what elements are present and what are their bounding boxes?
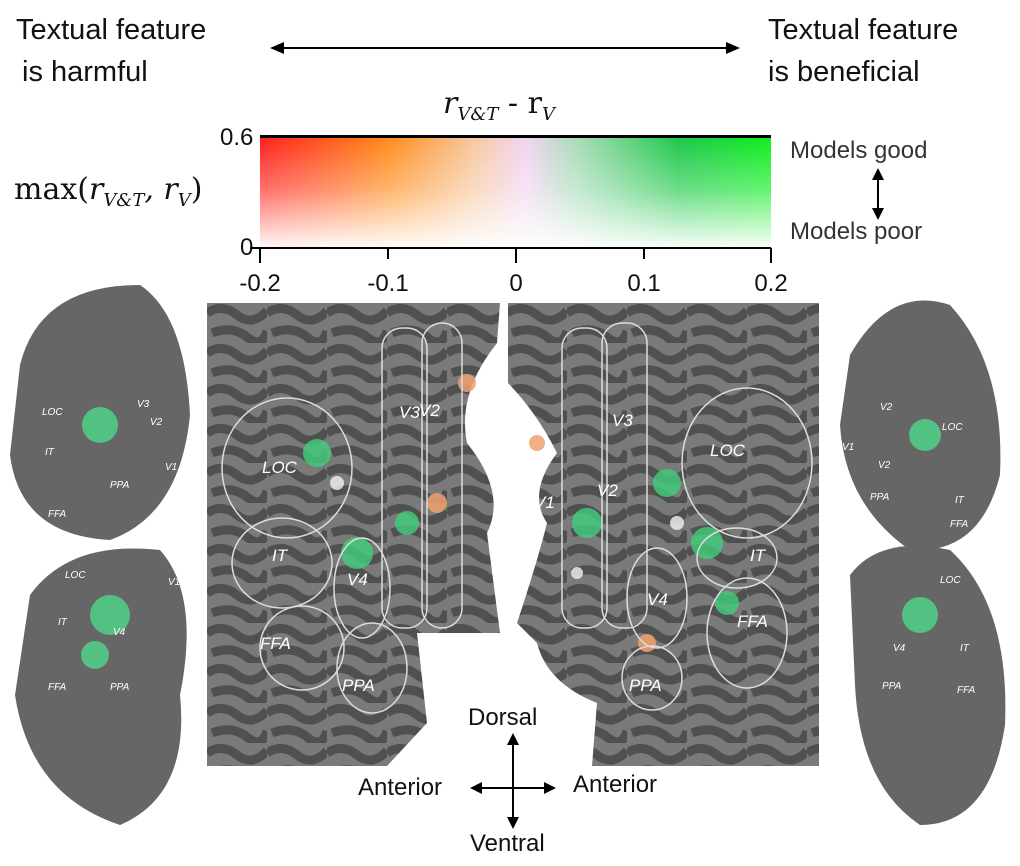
- rb-V1: V1: [842, 563, 854, 574]
- roi-left-LOC: LOC: [262, 458, 298, 477]
- roi-right-LOC: LOC: [710, 441, 746, 460]
- beneficial-label-line2: is beneficial: [768, 56, 920, 88]
- rt-LOC: LOC: [942, 422, 963, 433]
- lb-V3: V3: [148, 541, 161, 552]
- lb-V4: V4: [113, 627, 126, 638]
- double-arrow-icon: [270, 42, 740, 54]
- rb-V3: V3: [872, 541, 885, 552]
- rt-V1: V1: [842, 442, 854, 453]
- y-title-close: ): [190, 172, 203, 207]
- x-tick-0: 0: [509, 270, 523, 297]
- rb-PPA: PPA: [882, 681, 902, 692]
- colorbar-2d: [260, 135, 771, 251]
- rb-V4: V4: [893, 643, 906, 654]
- lt-V2: V2: [150, 417, 163, 428]
- flatmap: V3 V2 LOC IT V4 FFA PPA V3 V1 V2 LOC IT …: [207, 303, 819, 766]
- right-hemisphere-flat: [508, 303, 819, 766]
- colorbar-y-title: max(rV&T, rV): [14, 172, 202, 211]
- y-tick-0: 0: [240, 234, 254, 261]
- rt-FFA: FFA: [950, 519, 968, 530]
- x-title-sub2: V: [541, 104, 555, 125]
- roi-right-V3: V3: [612, 411, 633, 430]
- y-title-r1: r: [88, 172, 104, 207]
- lb-V2: V2: [165, 541, 178, 552]
- y-tick-0.6: 0.6: [220, 124, 254, 151]
- orientation-cross-arrows-icon: [470, 733, 556, 829]
- vertical-arrow-icon: [872, 168, 884, 220]
- x-tick-neg0.2: -0.2: [239, 270, 281, 297]
- roi-right-V2: V2: [597, 481, 618, 500]
- roi-left-PPA: PPA: [342, 676, 375, 695]
- roi-left-V4: V4: [347, 570, 368, 589]
- anterior-left-label: Anterior: [358, 774, 443, 801]
- x-title-r1: r: [443, 86, 458, 121]
- beneficial-label-line1: Textual feature: [768, 14, 959, 46]
- roi-right-V1: V1: [534, 493, 555, 512]
- roi-right-V4: V4: [647, 590, 668, 609]
- rt-IT: IT: [955, 495, 965, 506]
- roi-left-V3: V3: [399, 403, 420, 422]
- roi-right-IT: IT: [750, 546, 767, 565]
- y-title-max: max(: [14, 172, 89, 207]
- x-title-sep: - r: [498, 86, 542, 121]
- right-ventral-brain: [850, 545, 1006, 825]
- models-poor-label: Models poor: [790, 218, 923, 245]
- dorsal-label: Dorsal: [468, 704, 538, 731]
- roi-right-FFA: FFA: [737, 612, 768, 631]
- lt-FFA: FFA: [48, 509, 66, 520]
- x-title-sub1: V&T: [457, 104, 499, 125]
- rb-LOC: LOC: [940, 575, 961, 586]
- y-title-sub2: V: [177, 190, 191, 211]
- right-inflated-brains: V2 LOC V1 V2 PPA IT FFA V3 V1 LOC V4 IT …: [840, 300, 1006, 825]
- harmful-label-line2: is harmful: [22, 56, 148, 88]
- roi-right-PPA: PPA: [629, 676, 662, 695]
- left-hemisphere-flat: [207, 303, 500, 766]
- lb-V1: V1: [168, 577, 180, 588]
- rt-V2b: V2: [878, 460, 891, 471]
- ventral-label: Ventral: [470, 830, 545, 857]
- left-ventral-brain: [15, 548, 187, 825]
- y-title-sub1: V&T: [103, 190, 145, 211]
- x-tick-0.2: 0.2: [754, 270, 788, 297]
- x-tick-neg0.1: -0.1: [367, 270, 409, 297]
- rb-FFA: FFA: [957, 685, 975, 696]
- roi-left-V2: V2: [419, 401, 440, 420]
- lt-LOC: LOC: [42, 407, 63, 418]
- colorbar-x-axis: [250, 247, 772, 263]
- lb-FFA: FFA: [48, 682, 66, 693]
- lb-LOC: LOC: [65, 570, 86, 581]
- anterior-right-label: Anterior: [573, 771, 658, 798]
- rb-IT: IT: [960, 643, 970, 654]
- roi-left-IT: IT: [272, 546, 289, 565]
- lt-PPA: PPA: [110, 480, 130, 491]
- left-inflated-brains: LOC V3 V2 V1 IT PPA FFA V3 V2 LOC V1 IT …: [10, 285, 190, 825]
- y-title-r2: , r: [144, 172, 178, 207]
- rt-V2: V2: [880, 402, 893, 413]
- colorbar-x-title: rV&T - rV: [443, 86, 555, 125]
- lb-IT: IT: [58, 617, 68, 628]
- harmful-label-line1: Textual feature: [16, 14, 207, 46]
- lt-V3: V3: [137, 399, 150, 410]
- lb-PPA: PPA: [110, 682, 130, 693]
- lt-V1: V1: [165, 462, 177, 473]
- models-good-label: Models good: [790, 137, 928, 164]
- x-tick-0.1: 0.1: [627, 270, 661, 297]
- roi-left-FFA: FFA: [260, 634, 291, 653]
- lt-IT: IT: [45, 447, 55, 458]
- rt-PPA: PPA: [870, 492, 890, 503]
